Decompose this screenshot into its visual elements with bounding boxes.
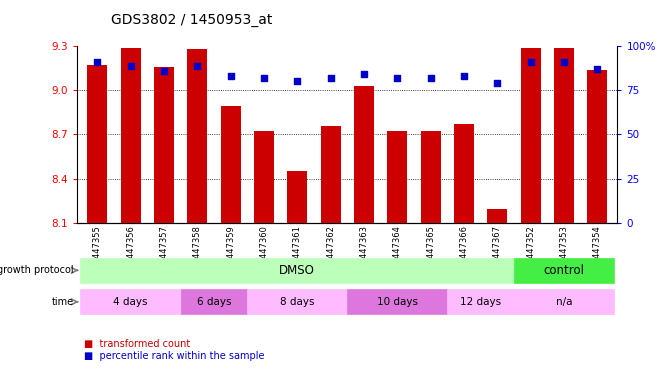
Text: time: time [52,297,74,307]
Text: GDS3802 / 1450953_at: GDS3802 / 1450953_at [111,13,272,27]
Point [358,71,369,78]
Point [258,75,269,81]
Bar [487,210,507,223]
Point [392,75,403,81]
Point [125,63,136,69]
Text: 10 days: 10 days [376,297,418,307]
Bar [81,258,514,283]
Text: ■  transformed count: ■ transformed count [84,339,190,349]
Bar [448,290,514,314]
Bar [187,49,207,223]
Point [425,75,436,81]
Bar [254,131,274,223]
Bar [387,131,407,223]
Bar [454,124,474,223]
Point [492,80,503,86]
Text: 6 days: 6 days [197,297,231,307]
Text: 4 days: 4 days [113,297,148,307]
Bar [154,67,174,223]
Point [458,73,469,79]
Bar [247,290,348,314]
Point [225,73,236,79]
Bar [514,258,614,283]
Text: 12 days: 12 days [460,297,501,307]
Text: 8 days: 8 days [280,297,315,307]
Bar [81,290,180,314]
Point [292,78,303,84]
Text: control: control [544,264,584,277]
Bar [348,290,448,314]
Point [325,75,336,81]
Bar [87,65,107,223]
Text: ■  percentile rank within the sample: ■ percentile rank within the sample [84,351,264,361]
Bar [587,70,607,223]
Point [92,59,103,65]
Bar [221,106,240,223]
Point [592,66,603,72]
Bar [514,290,614,314]
Text: n/a: n/a [556,297,572,307]
Bar [354,86,374,223]
Bar [121,48,140,223]
Point [158,68,169,74]
Text: growth protocol: growth protocol [0,265,74,275]
Point [192,63,203,69]
Point [558,59,569,65]
Bar [521,48,541,223]
Text: DMSO: DMSO [279,264,315,277]
Bar [554,48,574,223]
Bar [180,290,247,314]
Bar [421,131,441,223]
Bar [287,171,307,223]
Bar [321,126,341,223]
Point [525,59,536,65]
